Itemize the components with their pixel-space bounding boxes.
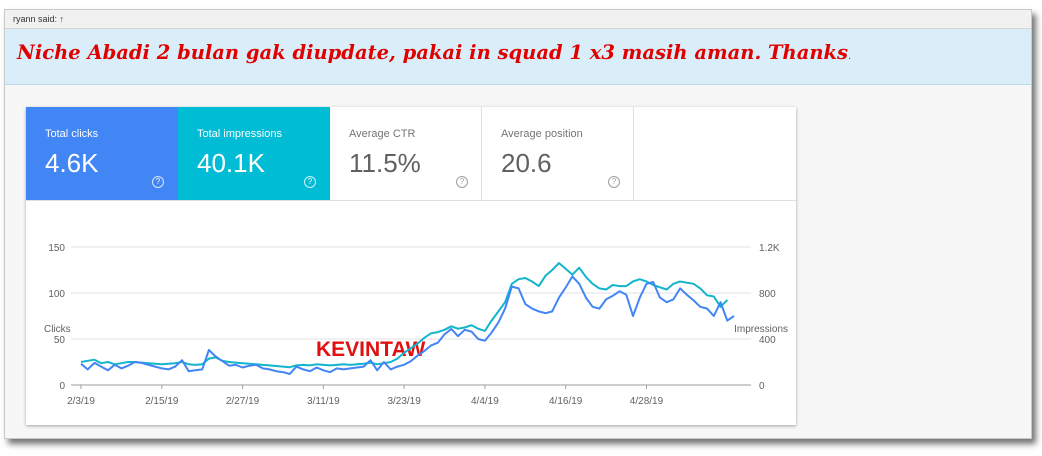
metric-label: Average position: [501, 128, 583, 140]
x-tick-label: 2/15/19: [145, 396, 179, 407]
left-tick-label: 150: [48, 243, 65, 254]
right-tick-label: 0: [759, 381, 765, 392]
metric-value: 40.1K: [197, 148, 265, 178]
right-tick-label: 1.2K: [759, 243, 780, 254]
x-tick-label: 3/11/19: [307, 396, 340, 407]
right-axis-label: Impressions: [734, 324, 788, 335]
metric-tile-average-ctr[interactable]: Average CTR 11.5% ?: [330, 107, 482, 200]
watermark-text: KEVINTAW: [316, 338, 425, 361]
metric-tile-average-position[interactable]: Average position 20.6 ?: [482, 107, 634, 200]
metric-label: Average CTR: [349, 128, 416, 140]
help-circle-icon[interactable]: ?: [304, 176, 316, 188]
chart-series: [80, 262, 735, 375]
metric-tile-total-impressions[interactable]: Total impressions 40.1K ?: [178, 107, 330, 200]
forum-post-frame: ryann said: ↑ Niche Abadi 2 bulan gak di…: [4, 9, 1032, 439]
x-tick-label: 3/23/19: [387, 396, 421, 407]
quote-text-body: Niche Abadi 2 bulan gak diupdate, pakai …: [17, 41, 849, 64]
left-tick-label: 0: [59, 381, 65, 392]
help-circle-icon[interactable]: ?: [152, 176, 164, 188]
help-circle-icon[interactable]: ?: [456, 176, 468, 188]
performance-chart: Clicks Impressions KEVINTAW 150 1.2K 100 80…: [44, 243, 788, 407]
x-tick-label: 2/27/19: [226, 396, 260, 407]
quote-text-end: .: [848, 51, 852, 62]
right-tick-label: 800: [759, 289, 776, 300]
quote-block: Niche Abadi 2 bulan gak diupdate, pakai …: [5, 29, 1031, 85]
quote-header: ryann said: ↑: [5, 10, 1031, 29]
metrics-divider: [26, 200, 796, 201]
clicks-series-line: [80, 275, 735, 375]
x-tick-label: 4/28/19: [630, 396, 664, 407]
metric-label: Total impressions: [197, 128, 282, 140]
x-tick-label: 4/4/19: [471, 396, 499, 407]
metric-tile-total-clicks[interactable]: Total clicks 4.6K ?: [26, 107, 178, 200]
metric-value: 4.6K: [45, 148, 99, 178]
impressions-series-line: [80, 262, 729, 369]
chart-grid: [71, 246, 751, 386]
right-tick-label: 400: [759, 335, 776, 346]
search-console-performance-card: Total clicks 4.6K ? Total impressions 40…: [26, 107, 796, 425]
metric-value: 11.5%: [349, 148, 421, 178]
quote-attribution[interactable]: ryann said: ↑: [13, 14, 65, 24]
left-tick-label: 50: [54, 335, 66, 346]
quote-text: Niche Abadi 2 bulan gak diupdate, pakai …: [17, 41, 851, 64]
x-tick-label: 2/3/19: [67, 396, 95, 407]
metric-label: Total clicks: [45, 128, 99, 140]
left-tick-label: 100: [48, 289, 65, 300]
left-axis-label: Clicks: [44, 324, 71, 335]
help-circle-icon[interactable]: ?: [608, 176, 620, 188]
metric-value: 20.6: [501, 148, 552, 178]
x-tick-label: 4/16/19: [549, 396, 583, 407]
